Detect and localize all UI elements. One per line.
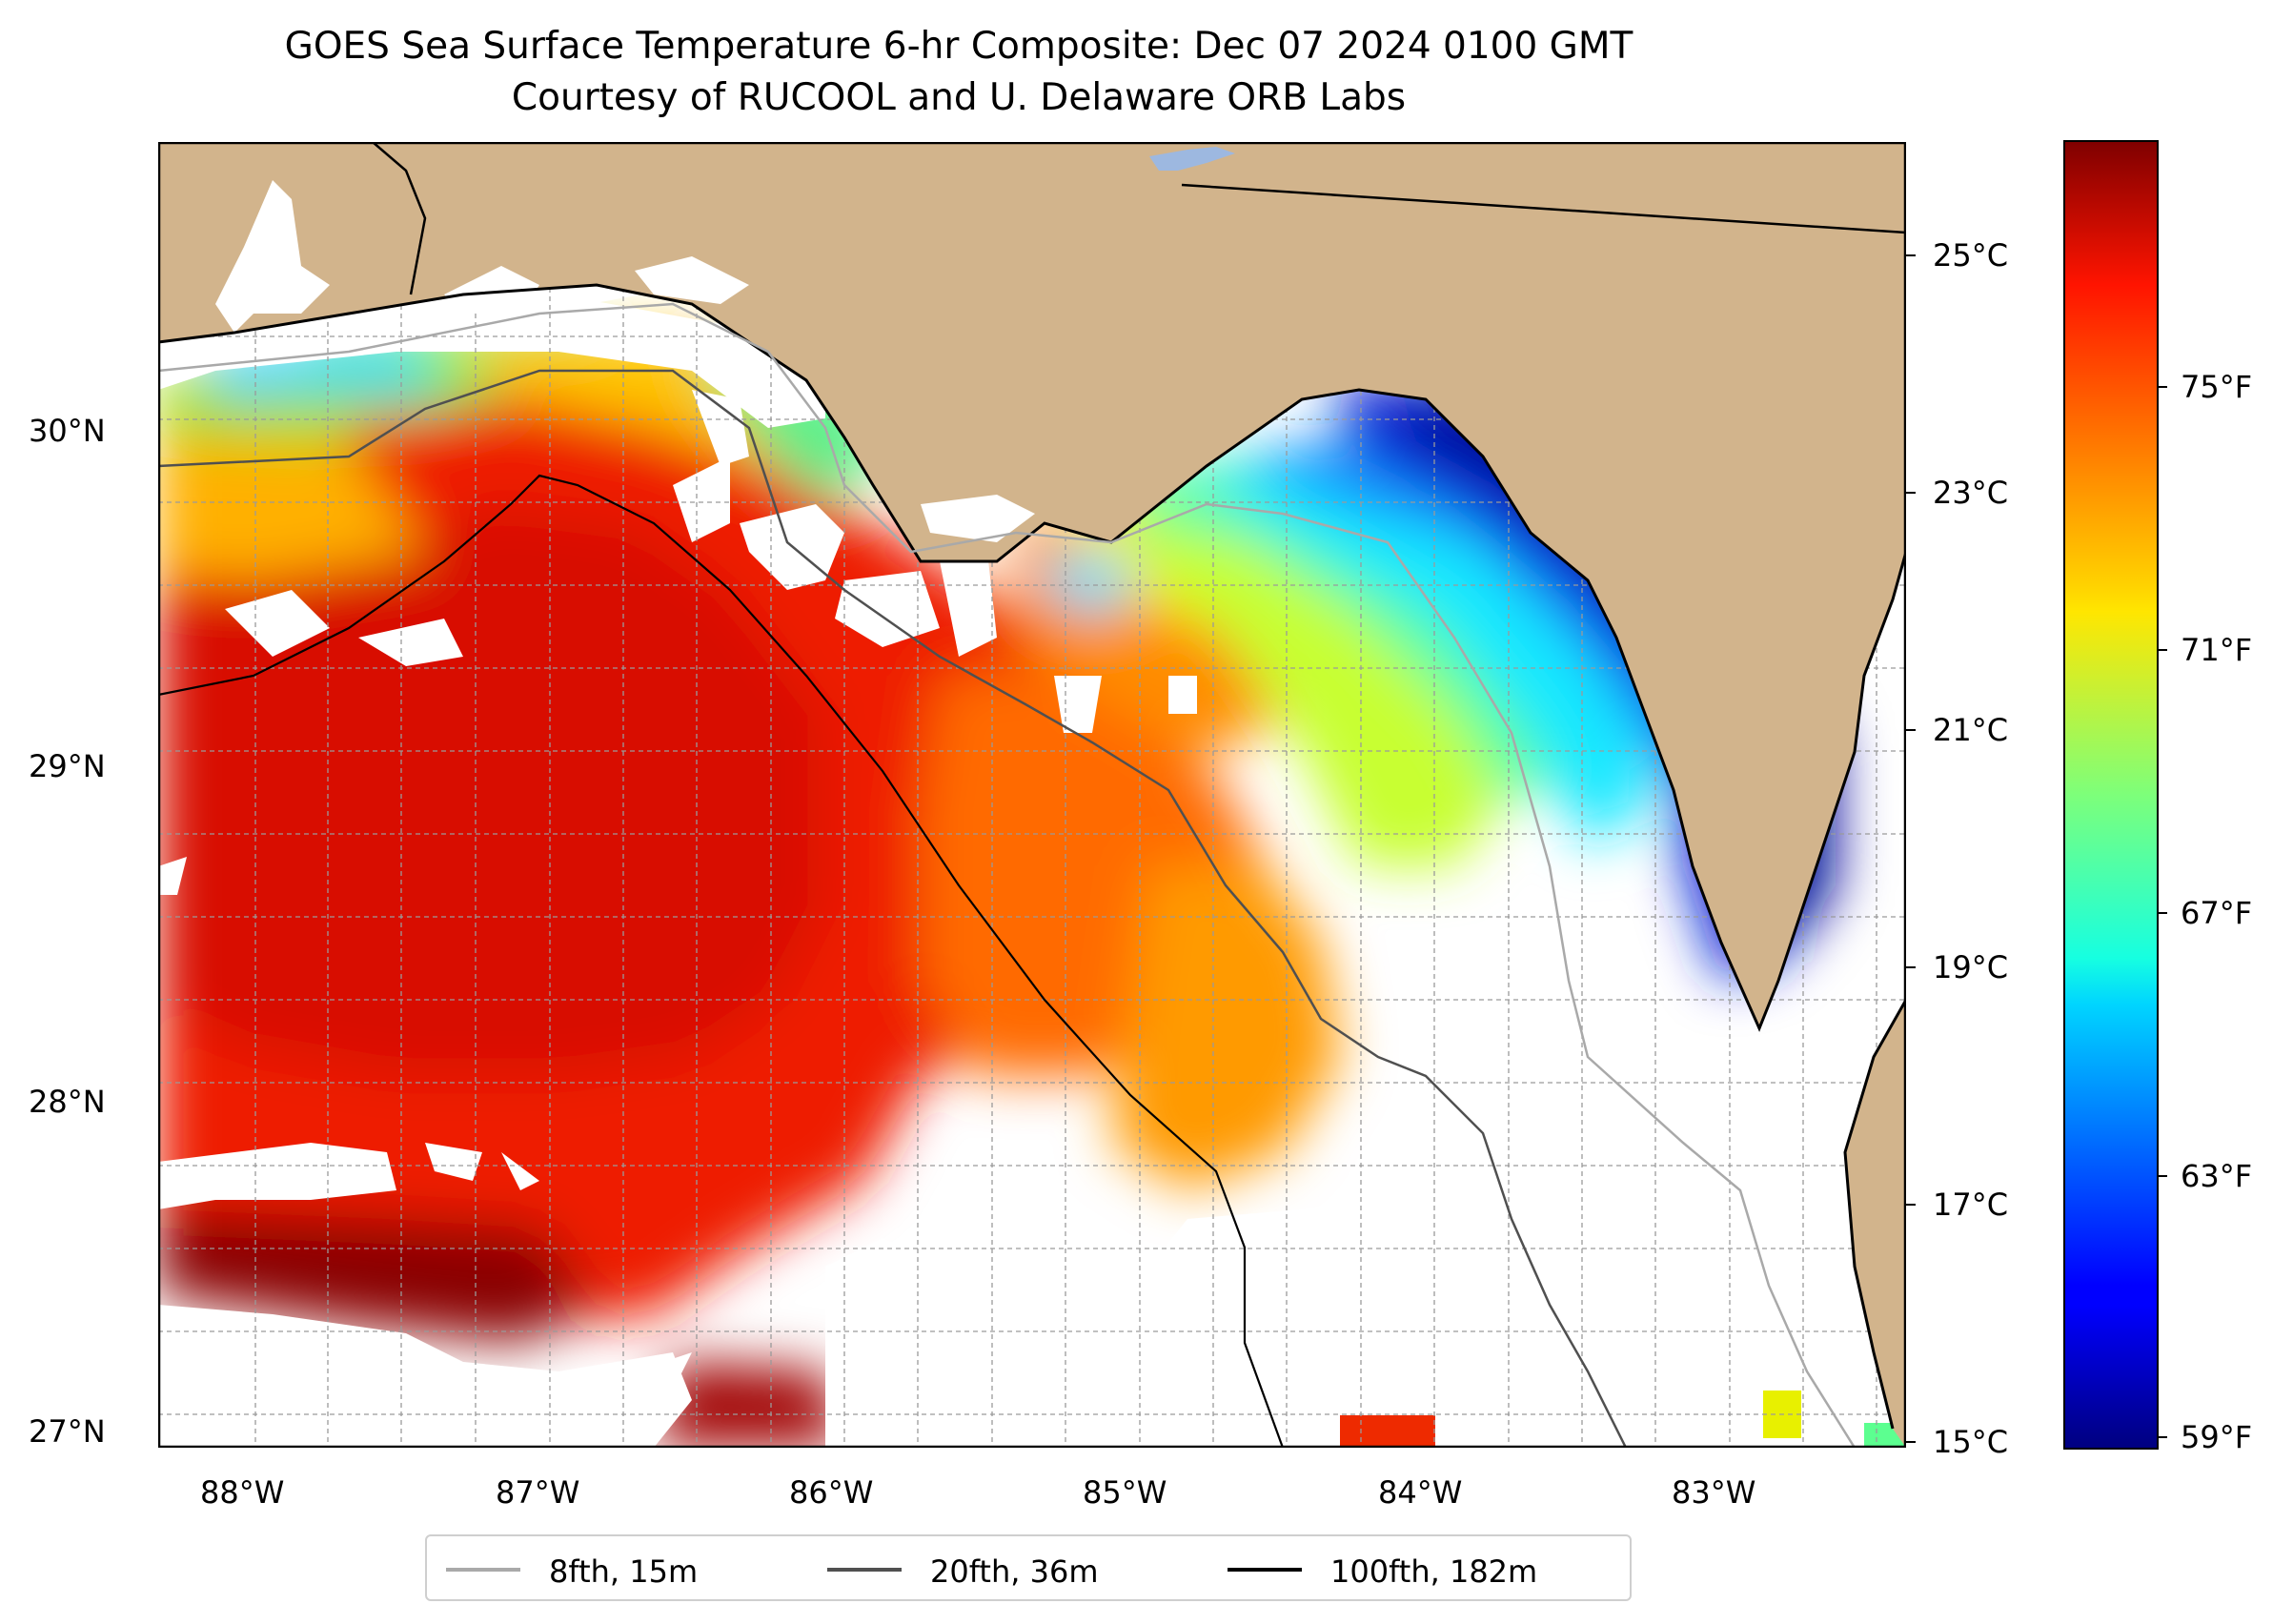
colorbar: [1906, 140, 2167, 1450]
legend-line-100fth: [1228, 1568, 1302, 1572]
map-title: GOES Sea Surface Temperature 6-hr Compos…: [284, 25, 1634, 68]
legend-item-100fth: 100fth, 182m: [1228, 1552, 1609, 1590]
celsius-label-19: 19°C: [1933, 949, 2009, 985]
land-north: [158, 142, 1906, 1028]
legend-label-20fth: 20fth, 36m: [930, 1553, 1099, 1590]
legend-label-100fth: 100fth, 182m: [1330, 1553, 1538, 1590]
isobath-20fth: [158, 369, 1628, 1448]
fahrenheit-label-63: 63°F: [2181, 1158, 2253, 1194]
lon-label-86: 86°W: [789, 1474, 874, 1511]
legend-label-8fth: 8fth, 15m: [549, 1553, 699, 1590]
lon-label-83: 83°W: [1672, 1474, 1756, 1511]
celsius-label-17: 17°C: [1933, 1187, 2009, 1223]
lat-label-29: 29°N: [29, 748, 106, 784]
lat-label-28: 28°N: [29, 1084, 106, 1120]
lon-label-85: 85°W: [1083, 1474, 1167, 1511]
inland-border: [372, 142, 427, 295]
bay-water-st-andrew: [635, 256, 749, 304]
fahrenheit-ticks: [2158, 386, 2167, 1438]
legend-item-8fth: 8fth, 15m: [446, 1552, 732, 1590]
bay-water-choctaw: [444, 266, 539, 314]
map-subtitle: Courtesy of RUCOOL and U. Delaware ORB L…: [511, 76, 1407, 119]
coastline-east: [1843, 999, 1906, 1430]
legend-line-20fth: [827, 1568, 902, 1572]
fahrenheit-label-59: 59°F: [2181, 1419, 2253, 1455]
legend-item-20fth: 20fth, 36m: [827, 1552, 1132, 1590]
fahrenheit-label-75: 75°F: [2181, 369, 2253, 405]
isobath-8fth: [158, 302, 1857, 1448]
state-border: [1181, 183, 1906, 234]
sst-field: [158, 323, 1836, 1448]
celsius-ticks: [1906, 254, 1916, 1443]
colorbar-gradient: [2063, 140, 2159, 1450]
lat-label-30: 30°N: [29, 413, 106, 449]
isobath-100fth: [158, 474, 1285, 1448]
celsius-label-21: 21°C: [1933, 712, 2009, 748]
lat-label-27: 27°N: [29, 1413, 106, 1450]
celsius-label-15: 15°C: [1933, 1424, 2009, 1460]
fahrenheit-label-71: 71°F: [2181, 632, 2253, 668]
lon-label-88: 88°W: [200, 1474, 285, 1511]
bay-water-pensacola: [215, 180, 330, 333]
sst-map: [158, 142, 1906, 1448]
lon-label-84: 84°W: [1378, 1474, 1463, 1511]
fahrenheit-label-67: 67°F: [2181, 895, 2253, 931]
celsius-label-23: 23°C: [1933, 475, 2009, 511]
land-east: [1845, 1000, 1906, 1448]
lon-label-87: 87°W: [496, 1474, 580, 1511]
lake: [1149, 147, 1235, 171]
bay-water-apalachicola: [921, 495, 1035, 542]
map-frame: [158, 142, 1906, 1448]
legend-line-8fth: [446, 1568, 520, 1572]
sst-patch: [1340, 1415, 1435, 1448]
celsius-label-25: 25°C: [1933, 237, 2009, 274]
isobath-legend: 8fth, 15m 20fth, 36m 100fth, 182m: [425, 1534, 1632, 1601]
